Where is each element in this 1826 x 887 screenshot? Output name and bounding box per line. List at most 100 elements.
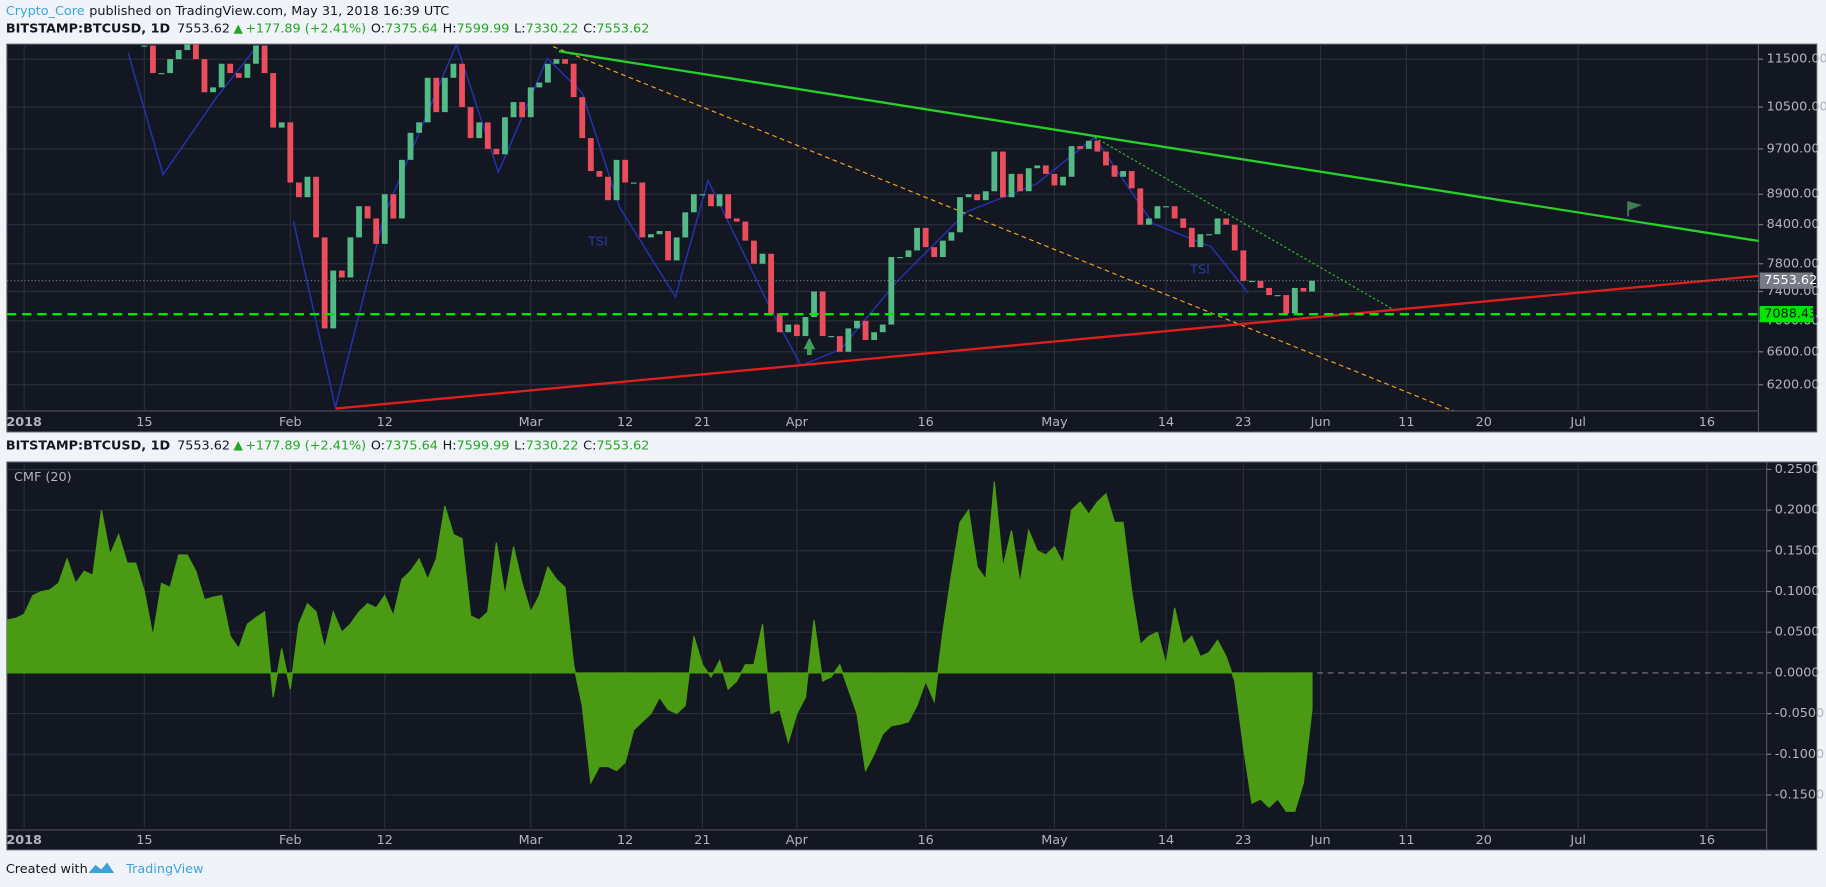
candle (1309, 280, 1315, 292)
trend-line (552, 46, 1454, 411)
candle (1223, 218, 1230, 225)
candle (373, 218, 380, 244)
candle (854, 320, 860, 329)
candle (201, 59, 208, 93)
x-tick-label: Feb (279, 415, 302, 430)
candle (304, 176, 311, 198)
candle (896, 257, 903, 259)
zigzag (127, 44, 260, 177)
price-badge (1759, 272, 1814, 289)
candle (544, 63, 551, 83)
candle (459, 63, 465, 108)
candle (1248, 280, 1255, 283)
candle (587, 138, 594, 172)
candle (1214, 218, 1221, 235)
candle (1257, 280, 1264, 288)
x-tick-label: 16 (917, 415, 933, 430)
ohlc-label: C: (583, 22, 596, 37)
x-tick-label: 14 (1158, 415, 1174, 430)
candle (845, 328, 852, 352)
ui: Crypto_Core published on TradingView.com,… (6, 4, 1826, 877)
low-value: 7330.22 (526, 22, 579, 37)
x-tick-label: Jul (1569, 415, 1585, 430)
candle (364, 206, 371, 219)
candle (450, 63, 457, 78)
candle (708, 194, 714, 207)
price-badge-label: 7553.62 (1764, 273, 1817, 288)
x-tick-label: 16 (917, 833, 933, 848)
x-tick-label: 16 (1699, 415, 1715, 430)
candle (862, 320, 869, 340)
tradingview-logo (88, 862, 115, 874)
ohlc-label: O: (371, 22, 385, 37)
candle (1137, 188, 1144, 225)
y-tick-label: 0.2000 (1775, 503, 1820, 518)
candle (793, 324, 800, 337)
arrow-icon (803, 337, 816, 356)
candle (888, 257, 895, 325)
x-tick-label: 11 (1398, 833, 1414, 848)
close-value: 7553.62 (596, 22, 649, 37)
x-tick-label: 15 (136, 833, 152, 848)
candle (1180, 218, 1187, 228)
candle (381, 194, 388, 244)
candle (167, 59, 174, 74)
candle (819, 291, 826, 337)
y-tick-label: -0.1000 (1775, 747, 1824, 762)
footer-brand[interactable]: TradingView (125, 862, 203, 877)
x-tick-label: 14 (1158, 833, 1174, 848)
candle (613, 159, 620, 201)
candle (527, 87, 534, 118)
candle (502, 117, 508, 155)
candle (553, 59, 560, 64)
ohlc-label: C: (583, 438, 596, 453)
candle (407, 132, 414, 160)
annotation: TSI (587, 235, 608, 250)
candle (647, 234, 654, 238)
low-value: 7330.22 (526, 438, 579, 453)
candle (1206, 234, 1212, 236)
x-tick-label: Jun (1310, 833, 1331, 848)
candle (416, 122, 423, 133)
candle (622, 159, 629, 183)
candle (922, 227, 929, 248)
candle (751, 240, 757, 264)
x-tick-label: Apr (786, 833, 809, 848)
x-tick-label: 12 (377, 833, 393, 848)
candle (1300, 287, 1307, 292)
x-tick-label: Apr (786, 415, 809, 430)
ohlc-label: L: (514, 438, 525, 453)
candle (1274, 295, 1281, 297)
candle (150, 45, 156, 74)
candle (467, 107, 474, 139)
candle (330, 270, 337, 329)
candle (725, 194, 732, 219)
candle (536, 82, 543, 88)
candle (253, 45, 259, 64)
ohlc-label: O: (371, 438, 385, 453)
candle (1154, 206, 1161, 219)
candle (759, 253, 766, 264)
candle (399, 159, 405, 219)
x-tick-label: 2018 (6, 833, 42, 848)
symbol: BITSTAMP:BTCUSD, 1D (6, 22, 170, 37)
published-text: published on TradingView.com, May 31, 20… (89, 4, 449, 19)
publisher[interactable]: Crypto_Core (6, 4, 85, 19)
candle (424, 77, 431, 123)
candle (1068, 146, 1075, 177)
flag-icon (1628, 201, 1643, 211)
candle (1188, 227, 1195, 248)
x-tick-label: May (1041, 415, 1068, 430)
x-tick-label: Jul (1569, 833, 1585, 848)
candle (974, 194, 981, 201)
y-tick-label: 0.1000 (1775, 584, 1820, 599)
candle (1283, 295, 1290, 314)
candle (1025, 168, 1032, 192)
x-tick-label: 15 (136, 415, 152, 430)
candle (235, 73, 242, 78)
price-badge (1759, 306, 1814, 323)
candle (871, 332, 878, 340)
candle (630, 182, 637, 184)
x-tick-label: 23 (1235, 415, 1251, 430)
